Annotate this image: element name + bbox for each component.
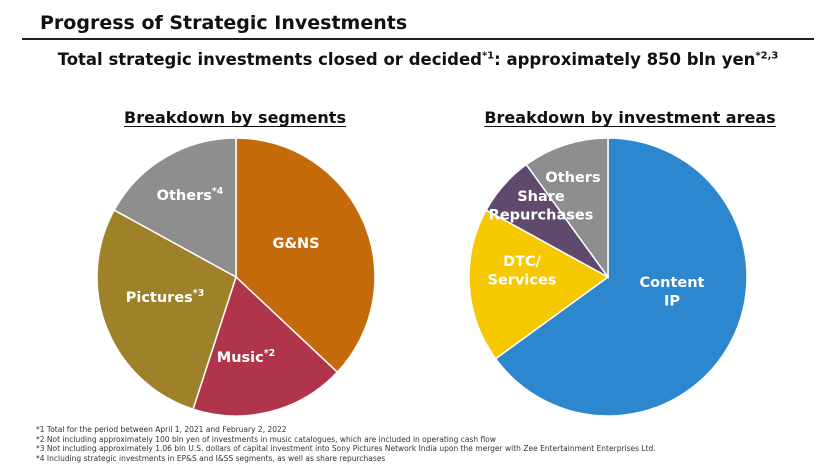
slice-label-area-share-repurchases: Share Repurchases [489,189,594,224]
pie-slice-segment-others [113,137,237,279]
subtitle-rest: : approximately 850 bln yen [494,50,756,69]
pie-slice-segment-pictures [96,209,237,411]
footnote-2: *2 Not including approximately 100 bln y… [36,434,496,444]
slice-label-segment-pictures: Pictures*3 [126,288,205,306]
areas-chart-title: Breakdown by investment areas [484,108,776,127]
slice-label-area-others: Others [545,170,600,186]
slice-label-segment-g-ns: G&NS [272,236,319,252]
pie-slice-area-content-ip [494,137,748,417]
pie-slice-segment-music [192,275,339,417]
footnote-1: *1 Total for the period between April 1,… [36,425,287,434]
slice-label-segment-others: Others*4 [157,186,224,204]
footnotes: *1 Total for the period between April 1,… [36,425,656,463]
subtitle: Total strategic investments closed or de… [0,50,836,69]
segments-chart-title: Breakdown by segments [124,108,346,127]
pie-slice-area-dtc-services [468,209,610,360]
pie-slice-area-others [525,137,609,280]
footnote-3: *3 Not including approximately 1.06 bln … [36,444,656,454]
footnote-4: *4 Including strategic investments in EP… [36,453,386,463]
subtitle-footnote-marker-1: *1 [481,50,495,62]
page-title: Progress of Strategic Investments [40,12,408,34]
slice-label-segment-music: Music*2 [217,348,275,366]
slice-label-area-content-ip: Content IP [640,275,705,310]
slice-label-area-dtc-services: DTC/Services [488,254,557,289]
subtitle-footnote-marker-2: *2,3 [755,50,779,62]
pie-slice-segment-g-ns [235,137,376,374]
title-divider [22,38,814,40]
subtitle-main: Total strategic investments closed or de… [57,50,482,69]
